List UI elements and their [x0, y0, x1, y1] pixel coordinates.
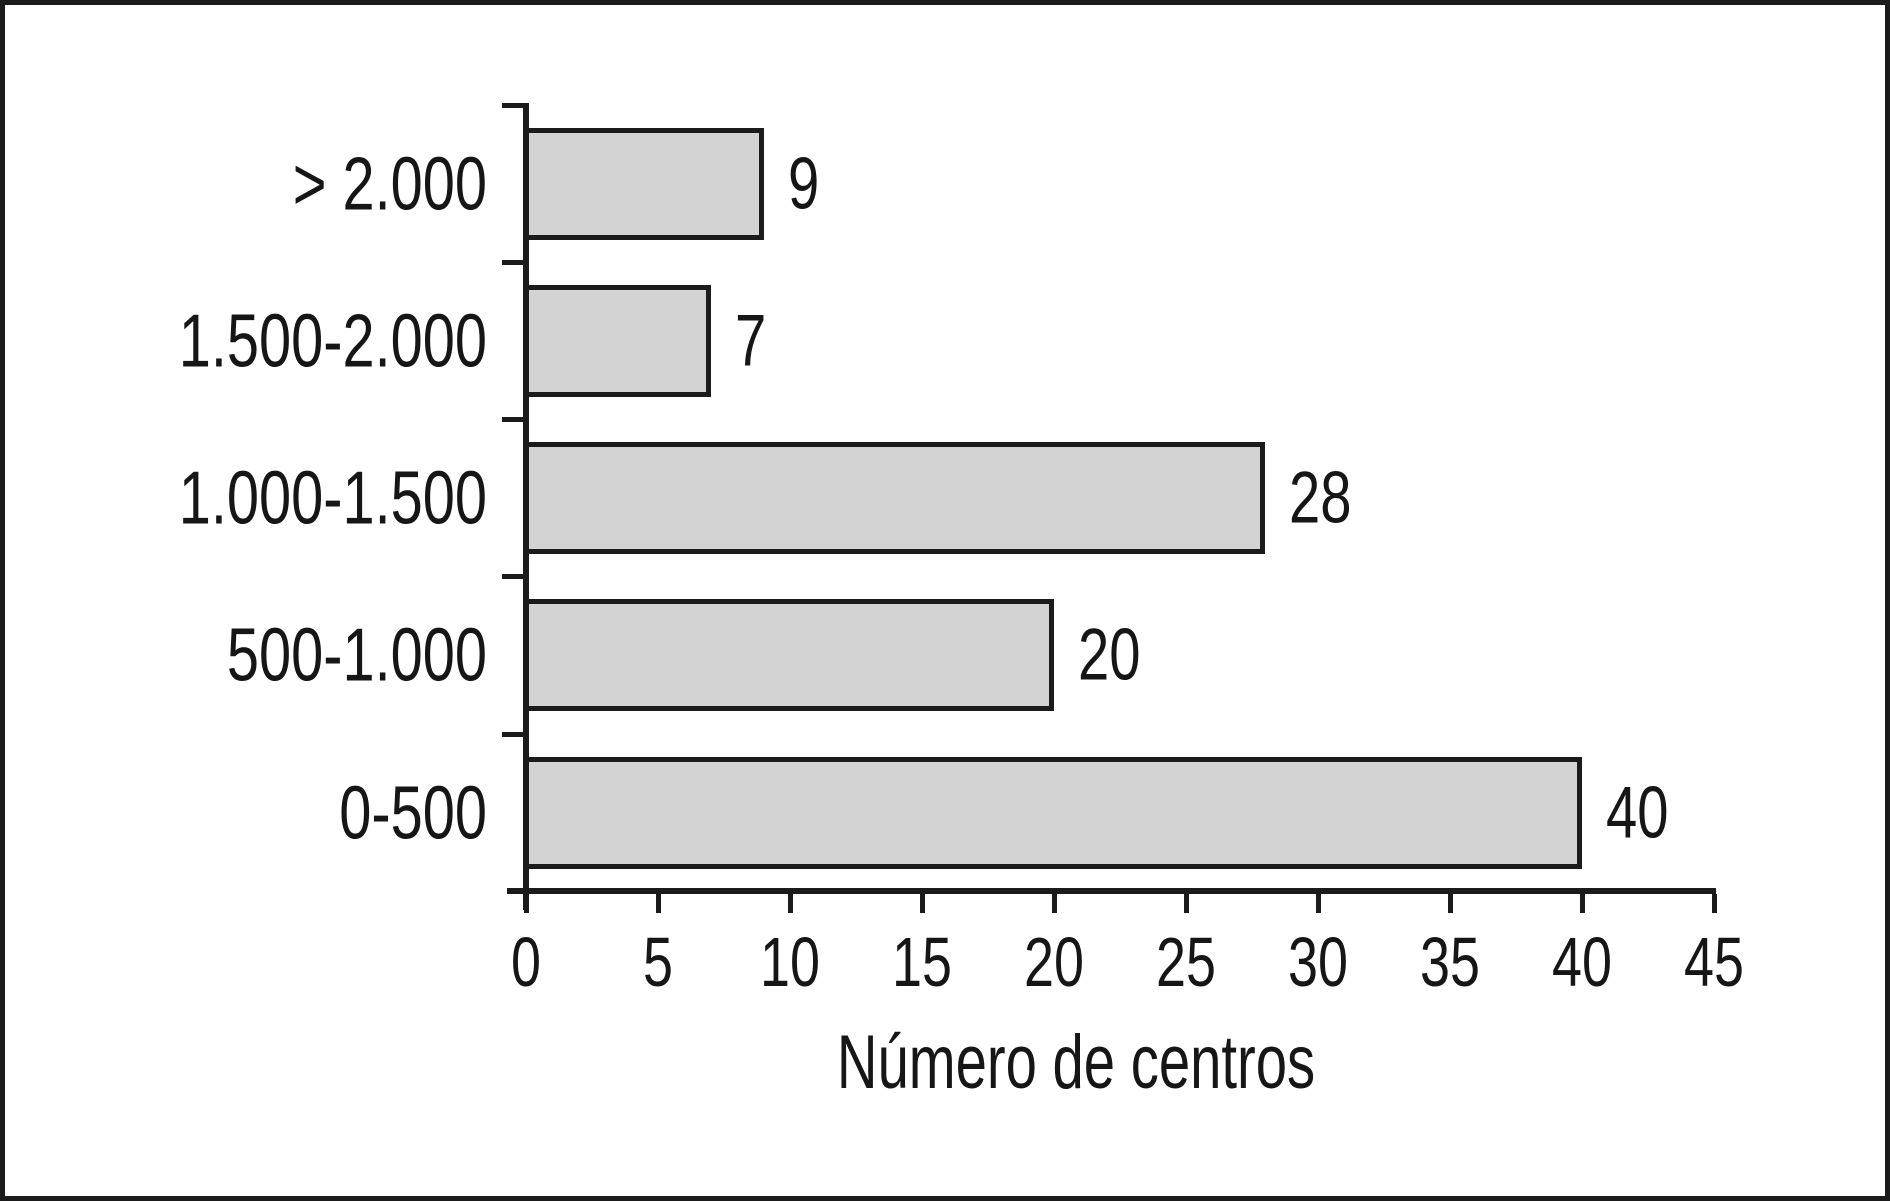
y-axis-tick	[502, 417, 523, 423]
x-axis-tick-label: 10	[760, 923, 820, 1001]
bar	[523, 127, 764, 240]
bar	[523, 284, 711, 397]
x-axis-tick	[1183, 894, 1189, 913]
bar-chart: > 2.000 9 1.500-2.000 7 1.000-1.500 28 500-1.0…	[5, 5, 1885, 1196]
x-axis-tick	[1711, 894, 1717, 913]
x-axis-tick	[655, 894, 661, 913]
x-axis-tick-label: 35	[1420, 923, 1480, 1001]
bar-value-label: 7	[734, 300, 767, 382]
bar-value-label: 40	[1606, 772, 1669, 854]
y-axis-tick	[502, 574, 523, 580]
x-axis-tick	[787, 894, 793, 913]
bar-value-label: 9	[787, 143, 819, 224]
y-axis-line	[523, 103, 529, 910]
x-axis-line	[507, 888, 1716, 894]
category-label: 1.000-1.500	[178, 455, 487, 540]
category-label: 0-500	[339, 770, 487, 855]
bar	[523, 756, 1582, 869]
x-axis-tick-label: 30	[1288, 923, 1348, 1001]
y-axis-tick	[502, 259, 523, 265]
x-axis-tick-label: 5	[643, 923, 673, 1001]
category-label: 1.500-2.000	[178, 298, 487, 383]
bar-value-label: 28	[1289, 457, 1352, 539]
x-axis-tick-label: 40	[1552, 923, 1612, 1001]
y-axis-tick	[502, 102, 523, 108]
x-axis-tick-label: 25	[1156, 923, 1216, 1001]
x-axis-title: Número de centros	[836, 1020, 1316, 1105]
x-axis-tick-label: 0	[511, 923, 541, 1001]
bar	[523, 442, 1266, 555]
bar	[523, 599, 1054, 712]
x-axis-tick-label: 45	[1684, 923, 1744, 1001]
x-axis-tick	[1579, 894, 1585, 913]
x-axis-tick	[919, 894, 925, 913]
x-axis-tick-label: 15	[892, 923, 952, 1001]
x-axis-tick	[1315, 894, 1321, 913]
category-label: 500-1.000	[226, 612, 487, 697]
x-axis-tick	[1447, 894, 1453, 913]
x-axis-tick	[1051, 894, 1057, 913]
x-axis-tick-label: 20	[1024, 923, 1084, 1001]
bar-value-label: 20	[1078, 614, 1141, 696]
category-label: > 2.000	[292, 141, 487, 225]
y-axis-tick	[502, 731, 523, 737]
